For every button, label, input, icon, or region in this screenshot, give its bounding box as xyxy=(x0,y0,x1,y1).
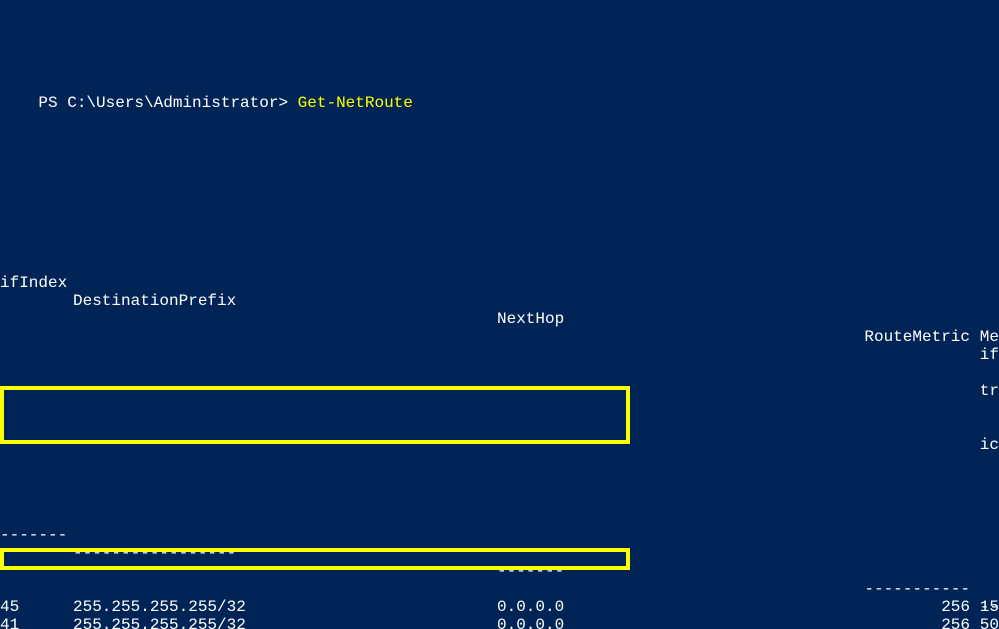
prompt-path: PS C:\Users\Administrator> xyxy=(38,94,297,112)
route-table-body: 45 255.255.255.255/32 0.0.0.0 256 15 41 255.25… xyxy=(0,598,999,629)
header-ifindex: ifIndex xyxy=(0,274,60,292)
header-row: ifIndex DestinationPrefix NextHop RouteM… xyxy=(0,256,999,274)
cell-destination: 255.255.255.255/32 xyxy=(73,598,246,616)
header-ifmetric-l3: tr xyxy=(977,382,999,400)
header-ifmetric-l4: ic xyxy=(977,436,999,454)
route-row: 41 255.255.255.255/32 0.0.0.0 256 50 xyxy=(0,616,999,629)
cell-ifmetric: 15 xyxy=(977,598,999,616)
header-row-3: tr xyxy=(0,364,999,382)
header-destination: DestinationPrefix xyxy=(73,292,236,310)
cell-nexthop: 0.0.0.0 xyxy=(497,616,564,629)
header-row-2: Me xyxy=(0,310,999,328)
prompt-line: PS C:\Users\Administrator> Get-NetRoute xyxy=(0,76,999,94)
blank-line xyxy=(0,166,999,184)
sep-ifindex: ------- xyxy=(0,526,60,544)
cell-ifindex: 45 xyxy=(0,598,60,616)
header-ifmetric-l1: if xyxy=(977,346,999,364)
header-routemetric: RouteMetric xyxy=(864,328,970,346)
cell-routemetric: 256 xyxy=(941,598,970,616)
header-ifmetric-l2: Me xyxy=(977,328,999,346)
sep-nexthop: ------- xyxy=(497,562,564,580)
separator-row: ------- ----------------- ------- ------… xyxy=(0,508,999,526)
cell-ifindex: 41 xyxy=(0,616,60,629)
prompt-command: Get-NetRoute xyxy=(298,94,413,112)
cell-routemetric: 256 xyxy=(941,616,970,629)
sep-destination: ----------------- xyxy=(73,544,236,562)
cell-destination: 255.255.255.255/32 xyxy=(73,616,246,629)
powershell-terminal[interactable]: PS C:\Users\Administrator> Get-NetRoute … xyxy=(0,0,999,629)
sep-routemetric: ----------- xyxy=(864,580,970,598)
route-row: 45 255.255.255.255/32 0.0.0.0 256 15 xyxy=(0,598,999,616)
cell-nexthop: 0.0.0.0 xyxy=(497,598,564,616)
header-row-4: ic xyxy=(0,418,999,436)
cell-ifmetric: 50 xyxy=(977,616,999,629)
